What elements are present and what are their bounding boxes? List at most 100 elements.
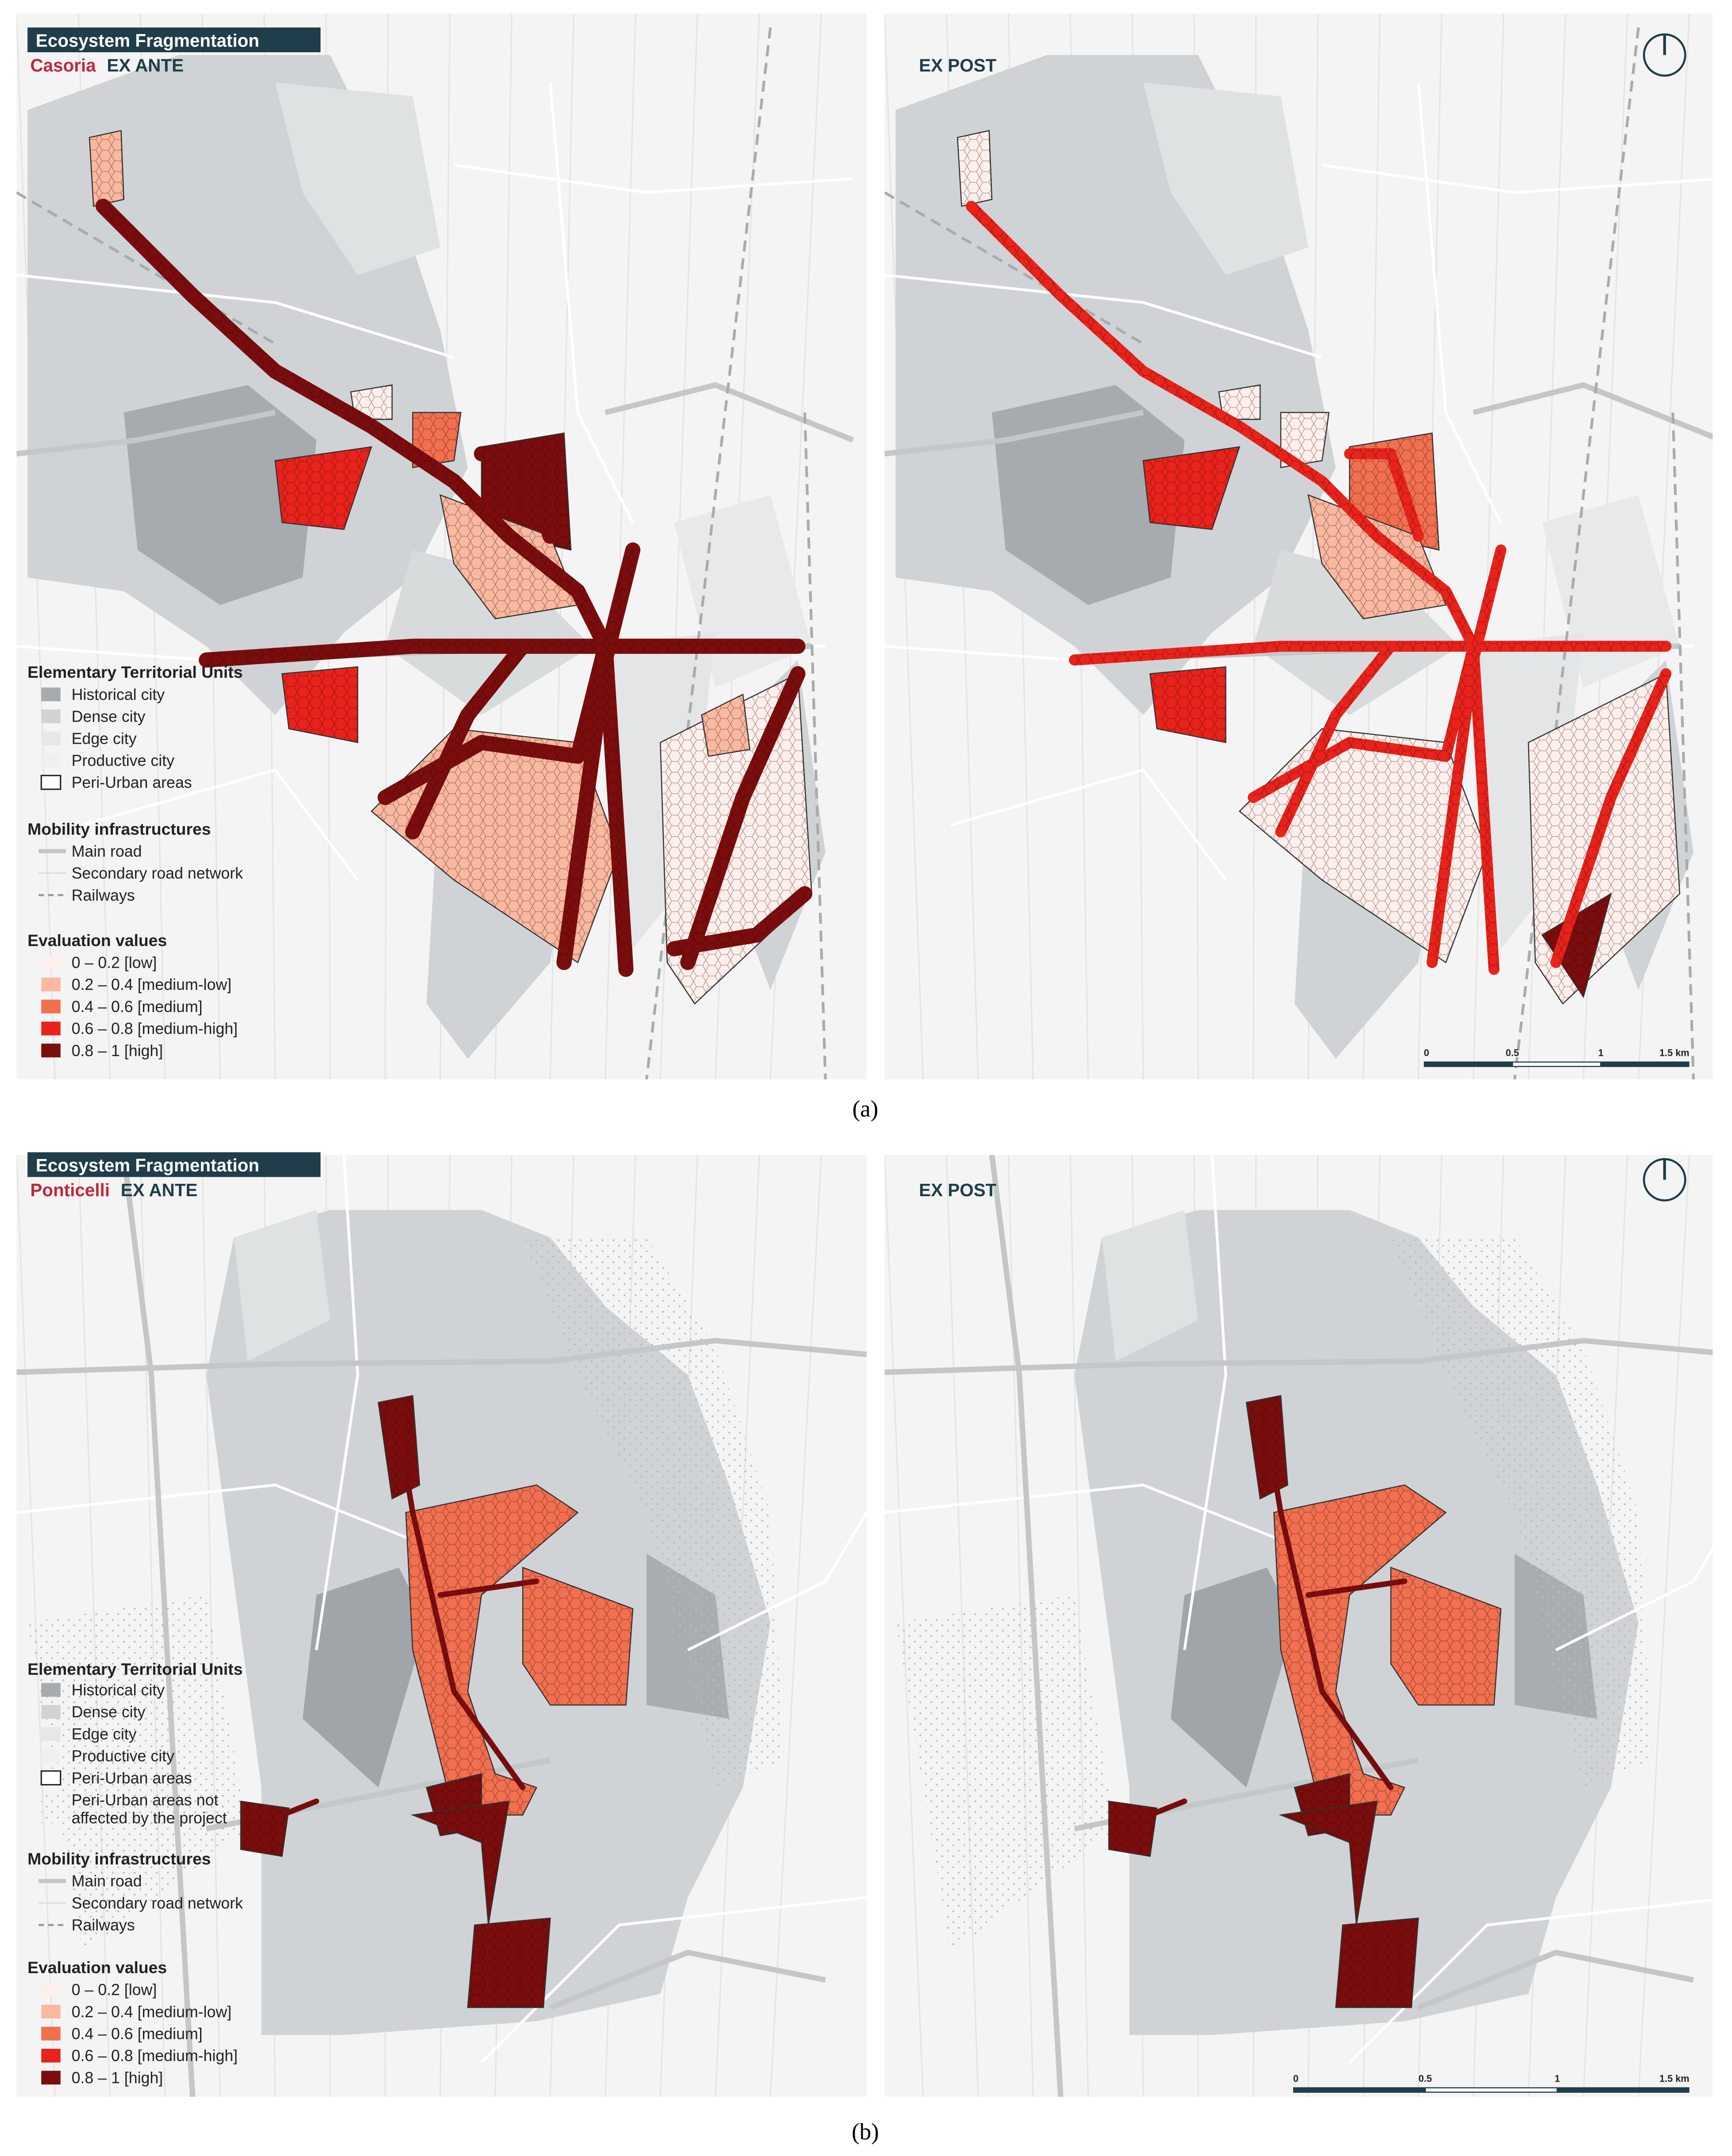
- hex-grid: [481, 446, 558, 539]
- map: [884, 14, 1713, 1080]
- legend-swatch: [41, 1683, 61, 1697]
- hex-grid: [1308, 1578, 1405, 1598]
- main-road: [121, 1155, 196, 2097]
- legend-swatch: [41, 1793, 61, 1824]
- scale-label: 1: [1598, 1047, 1604, 1058]
- legend-label: 0.6 – 0.8 [medium-high]: [72, 1020, 238, 1038]
- scale-label: 1.5 km: [1659, 2073, 1690, 2084]
- hex-grid: [1335, 1918, 1419, 2008]
- main-road: [605, 382, 854, 443]
- main-road: [884, 1337, 1713, 1375]
- legend-swatch: [41, 999, 61, 1014]
- hex-grid: [282, 667, 358, 743]
- main-road: [1417, 1949, 1694, 2010]
- hex-grid: [1274, 1485, 1446, 1815]
- secondary-road: [454, 163, 853, 194]
- legend-swatch: [41, 1705, 61, 1719]
- legend-label: 0 – 0.2 [low]: [72, 954, 157, 972]
- legend-label: Railways: [72, 886, 135, 904]
- map-content: [884, 1155, 1713, 2097]
- hex-grid: [1150, 667, 1226, 743]
- legend-label: 0.8 – 1 [high]: [72, 2069, 163, 2086]
- hex-grid: [1143, 447, 1240, 529]
- hex-grid: [1276, 642, 1395, 835]
- legend-swatch: [41, 1021, 61, 1035]
- scenario-label: EX POST: [919, 1180, 996, 1200]
- legend-swatch: [41, 1749, 61, 1763]
- legend-label: Railways: [72, 1916, 135, 1934]
- hex-grid: [281, 1798, 318, 1818]
- hex-grid: [405, 641, 529, 835]
- secondary-road: [884, 1484, 1281, 1542]
- legend-swatch: [41, 1727, 61, 1741]
- legend-label: Main road: [72, 842, 142, 860]
- urban-unit: [1253, 550, 1460, 715]
- secondary-road: [1183, 1155, 1227, 1650]
- hex-grid: [680, 670, 805, 965]
- main-road: [16, 1337, 867, 1375]
- caption: (b): [852, 2119, 879, 2145]
- legend-swatch: [41, 955, 61, 970]
- hex-grid: [98, 201, 634, 970]
- scale-label: 0: [1293, 2073, 1299, 2084]
- hex-grid: [1246, 1395, 1288, 1499]
- hex-grid: [1391, 1567, 1501, 1705]
- hex-grid: [440, 1578, 537, 1598]
- street: [769, 1155, 822, 2097]
- main-road: [989, 1155, 1064, 2097]
- railway: [1671, 412, 1695, 1080]
- urban-unit: [302, 1567, 427, 1788]
- map-content: [16, 14, 854, 1080]
- legend-label: 0.2 – 0.4 [medium-low]: [72, 2003, 231, 2021]
- urban-unit: [1143, 82, 1308, 275]
- hex-grid: [702, 694, 750, 757]
- legend-swatch: [41, 687, 61, 701]
- scenario-label: EX ANTE: [107, 55, 184, 76]
- caption: (a): [852, 1096, 879, 1122]
- urban-unit: [123, 385, 316, 605]
- secondary-road: [1348, 1898, 1713, 2063]
- urban-unit: [523, 1237, 784, 1788]
- legend-label: 0.4 – 0.6 [medium]: [72, 998, 203, 1016]
- hex-grid: [467, 1918, 551, 2008]
- hex-grid: [957, 131, 992, 206]
- main-road: [1473, 382, 1713, 440]
- legend-label: 0 – 0.2 [low]: [72, 1981, 157, 1999]
- map-content: [16, 1155, 867, 2097]
- hex-grid: [1264, 1430, 1393, 1789]
- urban-unit: [1102, 1210, 1199, 1361]
- legend-swatch: [41, 1982, 61, 1997]
- scale-label: 0: [1424, 1047, 1429, 1058]
- legend-label: Peri-Urban areas: [72, 1769, 192, 1787]
- scale-label: 1.5 km: [1659, 1047, 1690, 1058]
- hex-grid: [351, 385, 392, 420]
- map: [884, 1155, 1713, 2097]
- legend-swatch: [41, 731, 61, 746]
- hex-grid: [967, 202, 1500, 970]
- legend-title: Elementary Territorial Units: [27, 1660, 243, 1678]
- hex-grid: [1281, 412, 1329, 468]
- scale-bar: [1426, 2088, 1557, 2092]
- legend-label: 0.4 – 0.6 [medium]: [72, 2025, 203, 2043]
- hex-grid: [1281, 1801, 1377, 1925]
- legend-swatch: [41, 2048, 61, 2063]
- legend-label: affected by the project: [72, 1809, 227, 1827]
- secondary-road: [549, 82, 634, 523]
- urban-unit: [275, 82, 440, 275]
- hex-grid: [1308, 495, 1446, 619]
- legend-label: Productive city: [72, 752, 174, 769]
- legend-swatch: [41, 2071, 61, 2085]
- secondary-road: [16, 274, 455, 359]
- scale-label: 1: [1555, 2073, 1560, 2084]
- legend-label: Historical city: [72, 686, 165, 703]
- legend-swatch: [41, 709, 61, 723]
- hex-grid: [1074, 641, 1666, 666]
- secondary-road: [687, 1511, 867, 1651]
- secondary-road: [1417, 82, 1502, 523]
- legend-label: Dense city: [72, 1703, 146, 1721]
- legend-title: Evaluation values: [27, 931, 167, 950]
- secondary-road: [315, 1155, 359, 1650]
- railway: [803, 412, 827, 1080]
- map: [16, 1155, 867, 2097]
